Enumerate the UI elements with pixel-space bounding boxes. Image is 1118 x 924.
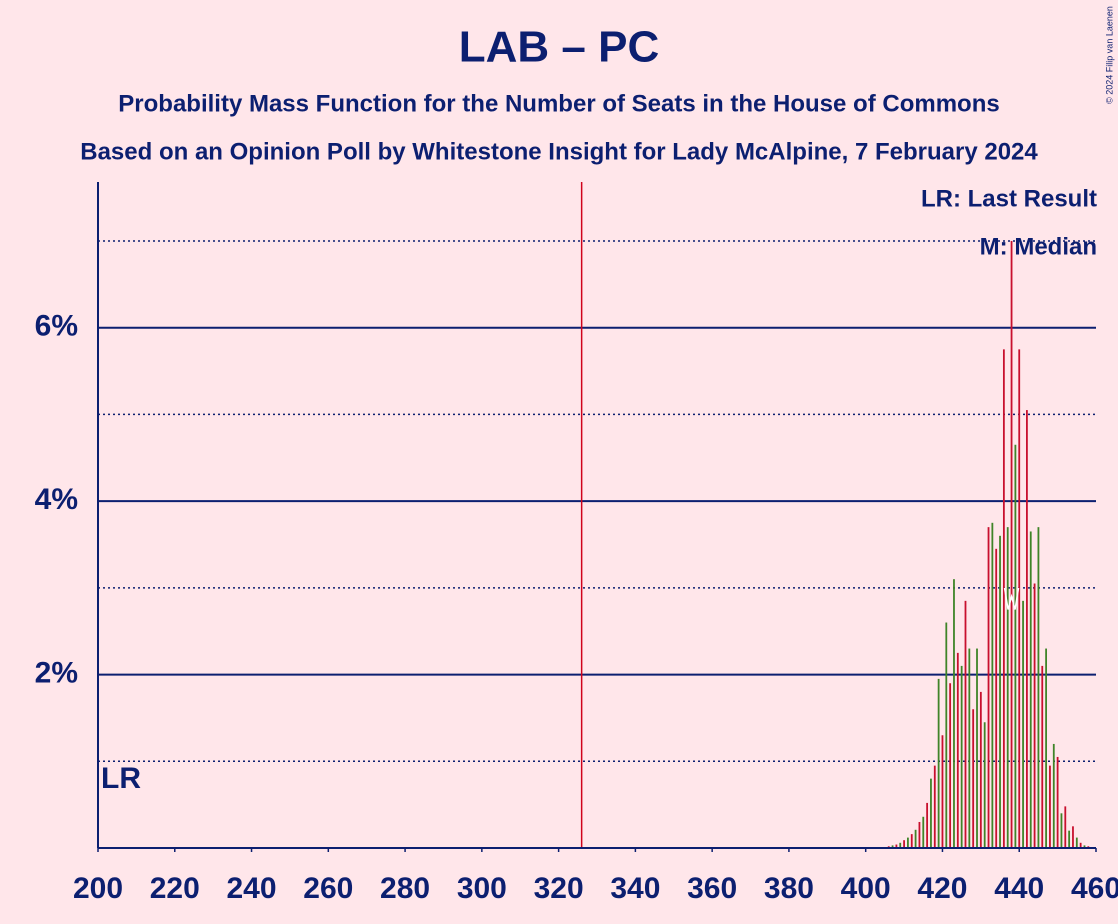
x-tick-label: 420 xyxy=(917,872,967,905)
x-tick-label: 220 xyxy=(150,872,200,905)
bar xyxy=(960,665,963,848)
y-tick-label: 4% xyxy=(35,483,78,516)
bar xyxy=(1068,830,1071,848)
bar xyxy=(1026,410,1028,848)
bar xyxy=(1010,240,1013,848)
x-tick-label: 400 xyxy=(841,872,891,905)
bar xyxy=(979,691,982,848)
bar xyxy=(968,648,971,848)
bar xyxy=(1075,837,1078,848)
x-tick-label: 200 xyxy=(73,872,123,905)
bar xyxy=(1049,765,1051,848)
bar xyxy=(956,652,959,848)
bar xyxy=(918,821,921,848)
bar xyxy=(1022,600,1024,848)
x-tick-label: 240 xyxy=(227,872,277,905)
last-result-label: LR xyxy=(101,762,141,795)
bar xyxy=(991,522,994,848)
bar xyxy=(964,600,967,848)
x-tick-label: 440 xyxy=(994,872,1044,905)
bar xyxy=(899,842,902,848)
bar xyxy=(1045,648,1047,848)
bar xyxy=(1014,444,1017,848)
bar xyxy=(933,765,936,848)
bar xyxy=(1006,527,1009,848)
bar xyxy=(945,622,948,848)
bar xyxy=(937,678,940,848)
bar xyxy=(1060,813,1063,848)
y-tick-label: 2% xyxy=(35,656,78,689)
bar xyxy=(953,579,955,848)
bar xyxy=(972,709,975,848)
chart-subtitle: Based on an Opinion Poll by Whitestone I… xyxy=(80,138,1038,165)
bar xyxy=(922,816,925,848)
bar xyxy=(1018,349,1021,848)
bar xyxy=(914,829,917,848)
bar xyxy=(895,844,898,848)
bar xyxy=(987,527,990,848)
bar xyxy=(907,837,909,848)
bar xyxy=(1056,756,1059,848)
chart-subtitle: Probability Mass Function for the Number… xyxy=(118,90,999,117)
bar xyxy=(926,802,929,848)
bar xyxy=(1072,826,1074,848)
x-tick-label: 340 xyxy=(610,872,660,905)
bar xyxy=(995,548,998,848)
bar xyxy=(1041,665,1044,848)
bar xyxy=(910,834,913,848)
bar xyxy=(1033,583,1036,848)
bar xyxy=(1029,531,1032,848)
bar xyxy=(1079,842,1082,848)
bar xyxy=(1064,806,1067,848)
bar xyxy=(976,648,978,848)
chart-title: LAB – PC xyxy=(459,23,659,72)
bar xyxy=(930,778,932,848)
bar xyxy=(1083,845,1086,848)
bar xyxy=(903,840,905,848)
x-tick-label: 260 xyxy=(303,872,353,905)
x-tick-label: 320 xyxy=(534,872,584,905)
bar xyxy=(1037,527,1040,848)
x-tick-label: 280 xyxy=(380,872,430,905)
bar xyxy=(1002,349,1005,848)
bar xyxy=(1052,743,1055,848)
copyright: © 2024 Filip van Laenen xyxy=(1104,6,1114,104)
bar xyxy=(999,535,1001,848)
median-marker xyxy=(1003,587,1020,610)
legend-entry: M: Median xyxy=(980,233,1097,260)
bar xyxy=(949,683,952,848)
x-tick-label: 380 xyxy=(764,872,814,905)
legend-entry: LR: Last Result xyxy=(921,185,1097,212)
x-tick-label: 300 xyxy=(457,872,507,905)
x-tick-label: 360 xyxy=(687,872,737,905)
bar xyxy=(983,722,986,848)
y-tick-label: 6% xyxy=(35,310,78,343)
bar xyxy=(891,845,894,848)
bar xyxy=(941,735,944,848)
x-tick-label: 460 xyxy=(1071,872,1118,905)
